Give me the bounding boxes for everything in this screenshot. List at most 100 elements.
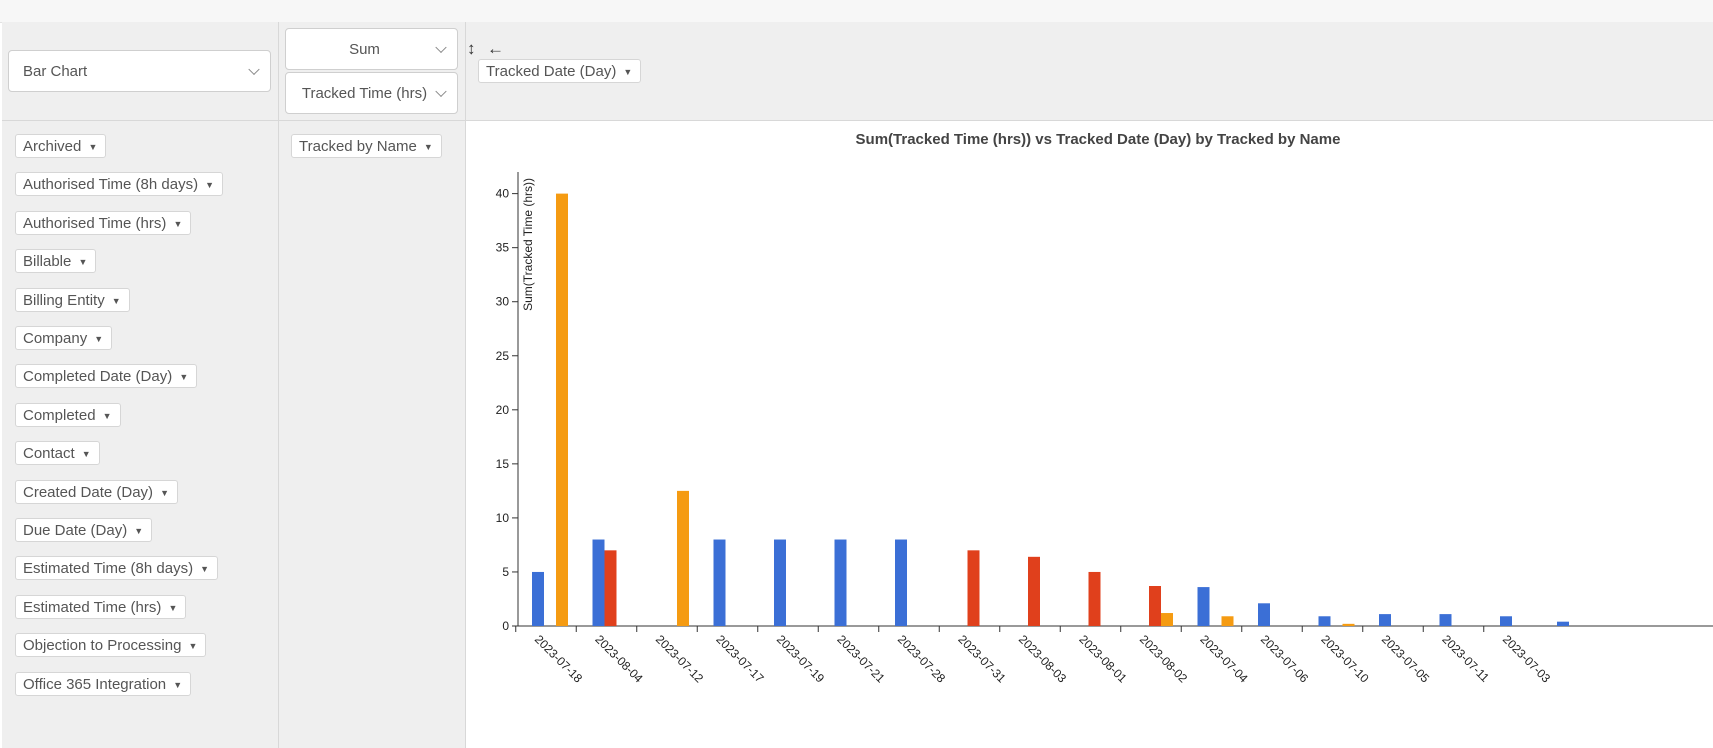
- row-attributes-area: [279, 121, 465, 748]
- x-tick-label: 2023-07-18: [532, 632, 586, 686]
- caret-down-icon: ▼: [423, 142, 433, 152]
- bar: [1557, 621, 1569, 626]
- attribute-label: Completed Date (Day): [23, 368, 173, 386]
- x-tick-label: 2023-07-04: [1197, 632, 1251, 686]
- y-tick-label: 35: [496, 241, 510, 255]
- x-tick-label: 2023-07-06: [1258, 632, 1312, 686]
- caret-down-icon: ▼: [173, 679, 183, 690]
- divider: [2, 120, 1713, 121]
- bar: [1500, 616, 1512, 626]
- x-tick-label: 2023-08-04: [592, 632, 646, 686]
- top-toolbar-strip: [0, 0, 1713, 23]
- aggregator-select-value: Sum: [349, 40, 380, 58]
- caret-down-icon: ▼: [134, 526, 144, 536]
- attribute-label: Contact: [23, 445, 75, 463]
- attribute-label: Authorised Time (8h days): [23, 176, 199, 194]
- attribute-pill[interactable]: Estimated Time (8h days) ▼: [15, 556, 219, 581]
- chevron-down-icon: [435, 41, 447, 54]
- caret-down-icon: ▼: [168, 602, 178, 613]
- caret-down-icon: ▼: [94, 334, 104, 344]
- row-attribute-label: Tracked by Name: [299, 138, 417, 155]
- x-tick-label: 2023-07-19: [774, 632, 828, 686]
- x-tick-label: 2023-07-11: [1439, 632, 1492, 685]
- attribute-pill[interactable]: Estimated Time (hrs) ▼: [15, 594, 187, 619]
- bar: [774, 539, 786, 626]
- x-tick-label: 2023-08-02: [1137, 632, 1191, 686]
- y-tick-label: 40: [496, 187, 510, 201]
- attribute-label: Company: [23, 330, 88, 347]
- attribute-label: Estimated Time (8h days): [23, 560, 194, 578]
- attribute-pill[interactable]: Due Date (Day) ▼: [15, 518, 153, 542]
- bar: [1088, 571, 1101, 626]
- renderer-select-value: Bar Chart: [23, 62, 88, 80]
- bar: [677, 490, 689, 626]
- attribute-pill[interactable]: Completed ▼: [15, 402, 121, 427]
- x-tick-label: 2023-08-03: [1016, 632, 1070, 686]
- row-attribute-pill[interactable]: Tracked by Name ▼: [291, 134, 442, 158]
- bar: [1197, 587, 1210, 626]
- bar: [1379, 614, 1391, 626]
- caret-down-icon: ▼: [102, 410, 112, 421]
- attribute-pill[interactable]: Office 365 Integration ▼: [15, 671, 192, 696]
- attribute-label: Billable: [23, 253, 72, 271]
- attribute-pill[interactable]: Archived ▼: [15, 134, 107, 158]
- attribute-pill[interactable]: Company ▼: [15, 326, 113, 350]
- aggregator-select[interactable]: Sum: [285, 28, 458, 70]
- attribute-label: Due Date (Day): [23, 522, 128, 539]
- aggregator-value-select[interactable]: Tracked Time (hrs): [285, 72, 458, 114]
- caret-down-icon: ▼: [205, 180, 215, 191]
- y-tick-label: 20: [496, 403, 510, 417]
- x-tick-label: 2023-07-21: [834, 632, 888, 686]
- attribute-pill[interactable]: Billing Entity ▼: [15, 287, 130, 312]
- bar: [713, 539, 726, 626]
- caret-down-icon: ▼: [111, 295, 121, 306]
- caret-down-icon: ▼: [78, 257, 88, 268]
- attribute-pill[interactable]: Authorised Time (hrs) ▼: [15, 210, 192, 235]
- column-attributes-area: [466, 22, 1713, 120]
- bar: [1161, 613, 1173, 626]
- x-tick-label: 2023-07-12: [653, 632, 707, 686]
- bar: [604, 550, 617, 626]
- chevron-down-icon: [435, 85, 447, 98]
- attribute-pill[interactable]: Created Date (Day) ▼: [15, 479, 179, 504]
- x-tick-label: 2023-07-31: [955, 632, 1009, 686]
- x-tick-label: 2023-07-10: [1318, 632, 1372, 686]
- y-axis-label: Sum(Tracked Time (hrs)): [521, 178, 535, 311]
- caret-down-icon: ▼: [179, 372, 189, 383]
- bar: [1318, 616, 1331, 626]
- bar: [1221, 616, 1234, 626]
- attribute-label: Completed: [23, 406, 96, 424]
- attribute-label: Objection to Processing: [23, 637, 182, 655]
- attribute-label: Archived: [23, 138, 82, 155]
- attribute-pill[interactable]: Objection to Processing ▼: [15, 633, 207, 658]
- bar: [967, 550, 980, 626]
- chart-title: Sum(Tracked Time (hrs)) vs Tracked Date …: [856, 131, 1341, 148]
- x-tick-label: 2023-07-17: [713, 632, 767, 686]
- attribute-pill[interactable]: Billable ▼: [15, 249, 97, 274]
- caret-down-icon: ▼: [200, 564, 210, 575]
- vertical-arrows-icon[interactable]: ↕: [467, 39, 476, 58]
- column-attribute-pill[interactable]: Tracked Date (Day) ▼: [478, 59, 642, 83]
- y-tick-label: 30: [496, 295, 510, 309]
- divider: [278, 22, 279, 748]
- attribute-label: Authorised Time (hrs): [23, 214, 167, 232]
- x-tick-label: 2023-07-03: [1500, 632, 1554, 686]
- attribute-label: Estimated Time (hrs): [23, 598, 162, 616]
- attribute-pill[interactable]: Contact ▼: [15, 441, 100, 466]
- bar: [592, 539, 605, 626]
- renderer-select[interactable]: Bar Chart: [8, 50, 271, 92]
- attribute-label: Billing Entity: [23, 291, 105, 309]
- caret-down-icon: ▼: [160, 487, 170, 498]
- y-tick-label: 10: [496, 511, 510, 525]
- bar: [556, 193, 568, 626]
- x-tick-label: 2023-07-05: [1379, 632, 1433, 686]
- bar: [532, 571, 544, 626]
- bar: [1028, 556, 1040, 626]
- caret-down-icon: ▼: [188, 641, 198, 652]
- caret-down-icon: ▼: [623, 67, 633, 77]
- caret-down-icon: ▼: [88, 142, 98, 152]
- attribute-pill[interactable]: Completed Date (Day) ▼: [15, 364, 198, 389]
- attribute-pill[interactable]: Authorised Time (8h days) ▼: [15, 172, 224, 197]
- left-arrow-icon[interactable]: ←: [487, 39, 504, 58]
- x-tick-label: 2023-08-01: [1076, 632, 1130, 686]
